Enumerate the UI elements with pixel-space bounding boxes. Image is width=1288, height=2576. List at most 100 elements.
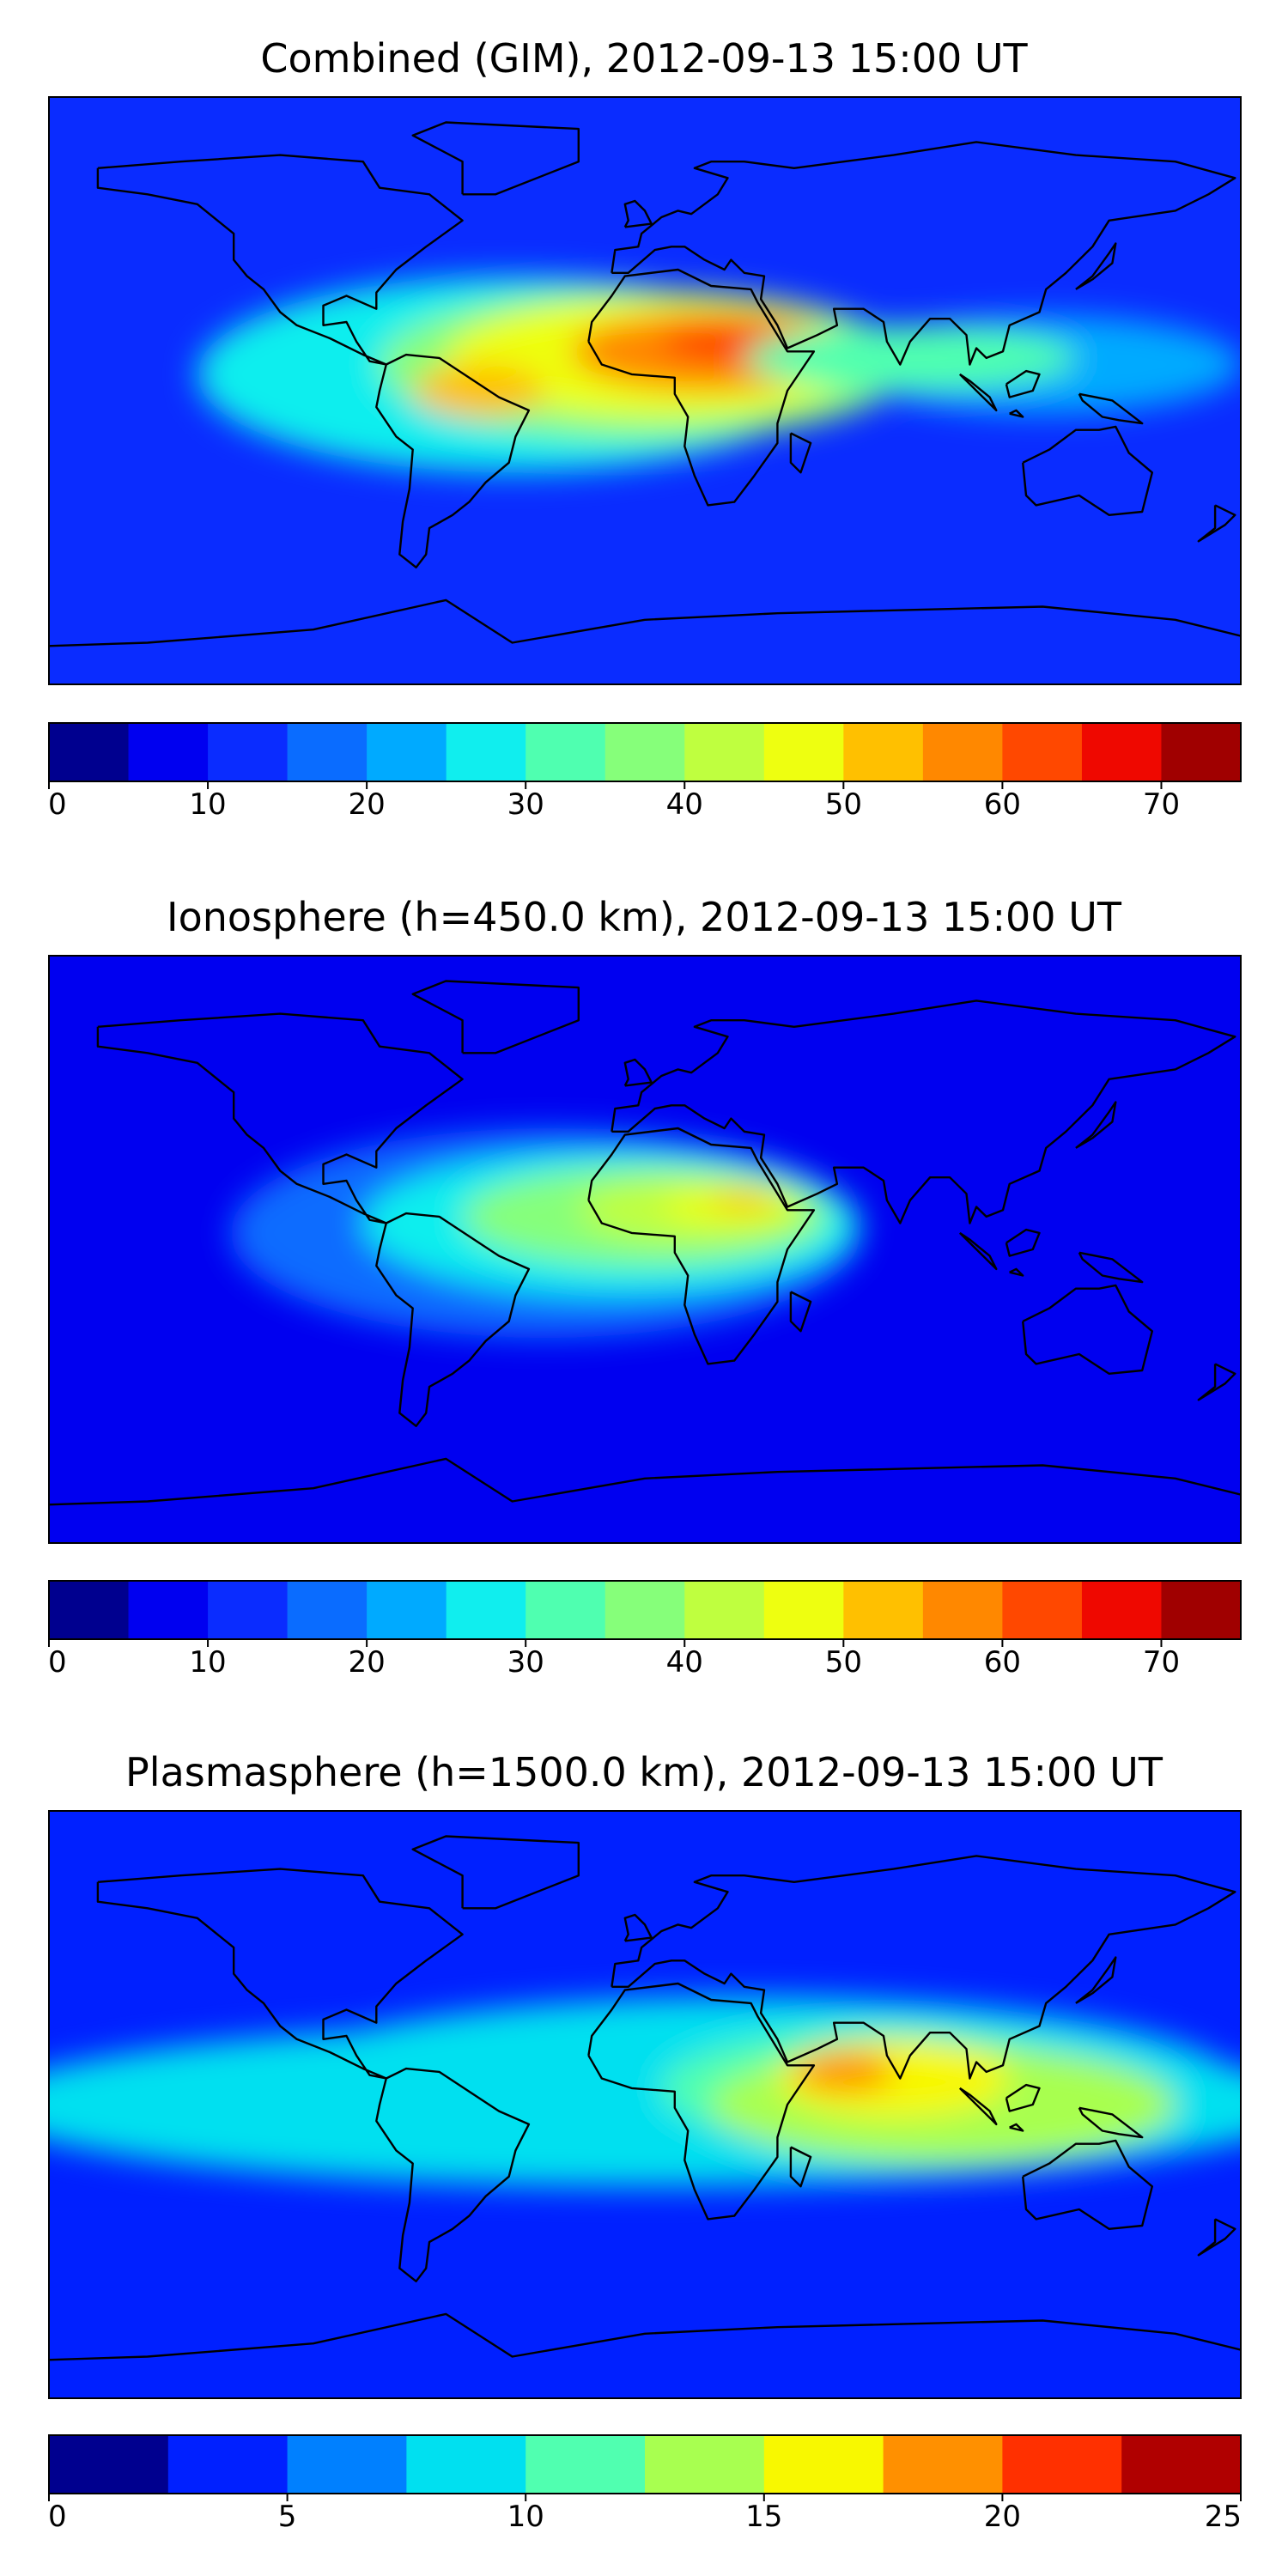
colorbar-swatch xyxy=(883,2435,1003,2494)
coastline xyxy=(611,141,1236,366)
colorbar-swatch xyxy=(1081,723,1162,781)
colorbar-swatch xyxy=(922,723,1003,781)
colorbar-tick-label: 10 xyxy=(189,787,226,817)
colorbar-swatch xyxy=(287,723,368,781)
ionosphere-colorbar: 0 10 20 30 40 50 60 70 xyxy=(48,1580,1242,1674)
panel2-title: Ionosphere (h=450.0 km), 2012-09-13 15:0… xyxy=(167,894,1121,940)
colorbar-tick-label: 20 xyxy=(984,2500,1021,2529)
colorbar-swatch xyxy=(287,1581,368,1639)
colorbar-swatch xyxy=(49,1581,130,1639)
colorbar-tick-label: 15 xyxy=(745,2500,782,2529)
colorbar-swatch xyxy=(446,723,526,781)
contour-region xyxy=(793,2052,894,2092)
colorbar-swatch xyxy=(922,1581,1003,1639)
colorbar-tick-label: 10 xyxy=(189,1645,226,1674)
coastline xyxy=(96,1868,464,2080)
coastline xyxy=(375,2067,531,2282)
coastline xyxy=(1022,2139,1153,2230)
panel1-title: Combined (GIM), 2012-09-13 15:00 UT xyxy=(260,35,1028,82)
colorbar-tick-label: 30 xyxy=(507,1645,544,1674)
colorbar-swatch xyxy=(763,723,844,781)
colorbar-swatch xyxy=(167,2435,289,2494)
colorbar-swatch xyxy=(684,1581,765,1639)
plasmasphere-map xyxy=(48,1810,1242,2399)
colorbar-swatch xyxy=(605,723,685,781)
coastline xyxy=(623,1058,653,1087)
colorbar-tick-label: 60 xyxy=(984,1645,1021,1674)
colorbar-swatch xyxy=(1002,2435,1122,2494)
coastline xyxy=(411,121,580,196)
colorbar-swatch xyxy=(763,2435,884,2494)
colorbar-swatch xyxy=(128,1581,209,1639)
colorbar-tick-label: 60 xyxy=(984,787,1021,817)
coastline xyxy=(96,1012,464,1224)
coastline xyxy=(411,980,580,1054)
colorbar-swatch xyxy=(1081,1581,1162,1639)
colorbar-tick-label: 70 xyxy=(1143,1645,1180,1674)
colorbar-swatch xyxy=(526,723,606,781)
plasmasphere-colorbar: 0 5 10 15 20 25 xyxy=(48,2434,1242,2529)
colorbar-swatch xyxy=(645,2435,765,2494)
colorbar-tick-label: 0 xyxy=(48,2500,67,2529)
coastline xyxy=(1009,2123,1024,2132)
coastline xyxy=(958,373,998,412)
colorbar-tick-label: 50 xyxy=(825,787,862,817)
colorbar-swatch xyxy=(605,1581,685,1639)
colorbar-swatch xyxy=(406,2435,526,2494)
colorbar-swatch xyxy=(1002,723,1083,781)
colorbar-tick-label: 40 xyxy=(666,787,703,817)
contour-region xyxy=(711,1190,778,1211)
colorbar-tick-label: 20 xyxy=(349,1645,386,1674)
colorbar-tick-label: 30 xyxy=(507,787,544,817)
colorbar-swatch xyxy=(128,723,209,781)
colorbar-swatch xyxy=(526,2435,646,2494)
colorbar-tick-label: 40 xyxy=(666,1645,703,1674)
colorbar-tick-label: 10 xyxy=(507,2500,544,2529)
colorbar-swatch xyxy=(49,723,130,781)
coastline xyxy=(1075,242,1117,290)
coastline xyxy=(958,2087,998,2126)
coastline xyxy=(587,1127,816,1365)
colorbar-tick-label: 20 xyxy=(349,787,386,817)
coastline xyxy=(375,1212,531,1427)
colorbar-tick-label: 0 xyxy=(48,1645,67,1674)
colorbar-swatch xyxy=(367,723,447,781)
coastline xyxy=(1009,1267,1024,1277)
coastline xyxy=(48,598,1242,647)
coastline xyxy=(789,1291,812,1333)
coastline xyxy=(1078,392,1144,425)
colorbar-tick-label: 5 xyxy=(278,2500,297,2529)
colorbar-tick-label: 50 xyxy=(825,1645,862,1674)
coastline xyxy=(587,1982,816,2221)
coastline xyxy=(789,2146,812,2188)
coastline xyxy=(1005,1228,1041,1257)
colorbar-swatch xyxy=(843,1581,924,1639)
coastline xyxy=(1022,1284,1153,1375)
coastline xyxy=(1197,2218,1236,2257)
colorbar-swatch xyxy=(446,1581,526,1639)
colorbar-swatch xyxy=(1161,723,1242,781)
coastline xyxy=(375,353,531,568)
coastline xyxy=(1005,2083,1041,2112)
combined-colorbar: 0 10 20 30 40 50 60 70 xyxy=(48,722,1242,817)
combined-map xyxy=(48,96,1242,685)
coastline xyxy=(1078,2106,1144,2139)
coastline xyxy=(1075,1956,1117,2004)
colorbar-swatch xyxy=(49,2435,169,2494)
colorbar-swatch xyxy=(763,1581,844,1639)
colorbar-swatch xyxy=(1121,2435,1242,2494)
colorbar-swatch xyxy=(1161,1581,1242,1639)
contour-region xyxy=(744,325,1076,391)
colorbar-swatch xyxy=(1002,1581,1083,1639)
colorbar-swatch xyxy=(526,1581,606,1639)
colorbar-swatch xyxy=(684,723,765,781)
coastline xyxy=(789,432,812,474)
colorbar-swatch xyxy=(208,723,289,781)
coastline xyxy=(1009,409,1024,418)
coastline xyxy=(96,154,464,366)
colorbar-tick-label: 70 xyxy=(1143,787,1180,817)
coastline xyxy=(411,1835,580,1910)
panel3-title: Plasmasphere (h=1500.0 km), 2012-09-13 1… xyxy=(125,1749,1163,1795)
colorbar-swatch xyxy=(287,2435,407,2494)
coastline xyxy=(1197,1363,1236,1401)
